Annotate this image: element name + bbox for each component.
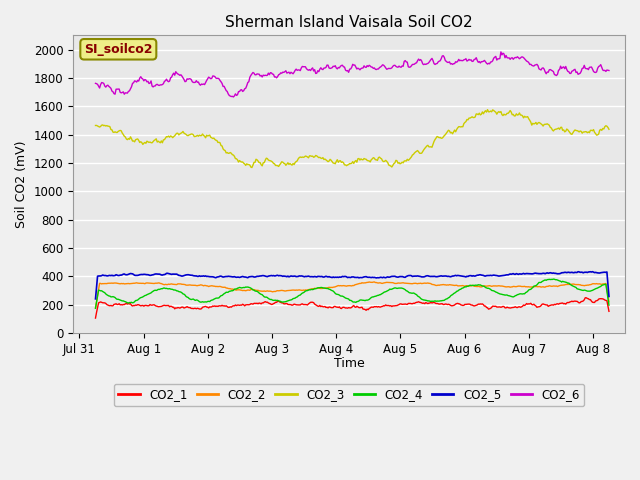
Text: SI_soilco2: SI_soilco2 xyxy=(84,43,152,56)
X-axis label: Time: Time xyxy=(333,357,364,371)
Legend: CO2_1, CO2_2, CO2_3, CO2_4, CO2_5, CO2_6: CO2_1, CO2_2, CO2_3, CO2_4, CO2_5, CO2_6 xyxy=(113,384,584,406)
Y-axis label: Soil CO2 (mV): Soil CO2 (mV) xyxy=(15,141,28,228)
Title: Sherman Island Vaisala Soil CO2: Sherman Island Vaisala Soil CO2 xyxy=(225,15,473,30)
